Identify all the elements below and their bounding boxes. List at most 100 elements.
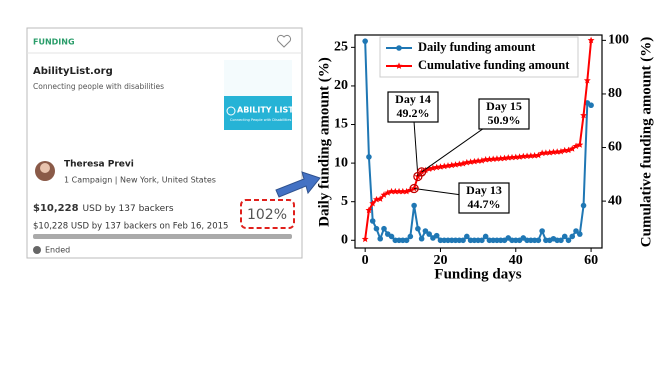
marker (482, 155, 490, 163)
marker (429, 164, 437, 172)
clock-icon (33, 246, 41, 254)
avatar-face (40, 163, 50, 173)
y-tick-label: 10 (334, 155, 348, 170)
logo-band (224, 96, 292, 130)
marker (411, 202, 417, 209)
y2-tick-label: 80 (608, 86, 622, 101)
arrow (275, 171, 321, 198)
marker (437, 163, 444, 170)
marker (366, 154, 372, 160)
marker (508, 153, 516, 161)
marker (479, 237, 485, 244)
marker (369, 218, 376, 224)
marker (512, 153, 520, 161)
marker (534, 151, 542, 159)
annotation-value: 44.7% (468, 197, 501, 211)
amount-suffix: USD by 137 backers (83, 204, 174, 214)
marker (418, 235, 425, 242)
y2-tick-label: 100 (608, 33, 629, 48)
marker (550, 148, 557, 155)
marker (580, 111, 587, 119)
marker (576, 231, 583, 237)
plot-frame (354, 34, 603, 249)
marker (535, 237, 542, 244)
marker (561, 146, 569, 154)
marker (388, 233, 395, 240)
annotation-point (416, 167, 427, 177)
marker (583, 76, 591, 84)
percent: 102% (247, 207, 287, 223)
marker (493, 155, 501, 162)
y2-axis-label: Cumulative funding amount (%) (638, 37, 654, 247)
annotation-box (458, 182, 510, 214)
marker (569, 233, 576, 240)
marker (403, 187, 411, 195)
x-tick-label: 60 (584, 253, 598, 268)
campaign-card: FUNDING AbilityList.org Connecting peopl… (26, 27, 303, 259)
marker (504, 154, 512, 161)
marker (558, 237, 564, 244)
marker (501, 154, 508, 162)
annotation-value: 50.9% (488, 113, 521, 127)
marker (561, 233, 568, 240)
highlight-box (240, 199, 295, 229)
x-tick-label: 20 (433, 253, 447, 268)
marker (523, 152, 531, 160)
heart-icon[interactable] (276, 34, 292, 48)
annotation-value: 49.2% (397, 106, 430, 120)
marker (539, 228, 545, 234)
marker (588, 102, 594, 109)
legend-marker (396, 45, 402, 51)
marker (565, 146, 572, 154)
marker (486, 155, 493, 163)
marker (365, 206, 373, 214)
marker (587, 36, 595, 44)
marker (399, 187, 407, 195)
marker (376, 195, 384, 202)
marker (542, 149, 550, 156)
annotation-box (387, 91, 439, 123)
marker (444, 162, 452, 169)
logo-icon (226, 106, 236, 116)
marker (395, 187, 403, 195)
marker (380, 191, 388, 198)
owner-name[interactable]: Theresa Previ (64, 160, 134, 170)
y-axis-label: Daily funding amount (%) (316, 57, 332, 227)
marker (470, 157, 478, 165)
owner-info: 1 Campaign | New York, United States (64, 176, 216, 185)
marker (433, 163, 441, 171)
legend-box (379, 36, 579, 78)
marker (448, 161, 456, 169)
marker (489, 155, 497, 162)
marker (425, 165, 433, 172)
legend-marker (395, 62, 403, 69)
x-tick-label: 0 (362, 253, 369, 268)
marker (572, 142, 580, 150)
marker (403, 237, 410, 244)
marker (573, 228, 579, 234)
legend-label: Daily funding amount (418, 40, 536, 54)
marker (440, 162, 448, 170)
annotation-label: Day 13 (466, 183, 502, 197)
marker (467, 158, 475, 165)
marker (527, 152, 535, 159)
marker (519, 152, 527, 160)
marker (478, 157, 486, 164)
marker (433, 232, 440, 239)
marker (553, 148, 561, 155)
annotation-label: Day 14 (395, 92, 431, 106)
y2-tick-label: 60 (608, 140, 622, 155)
marker (388, 187, 395, 195)
section-label: FUNDING (33, 38, 75, 47)
y-tick-label: 25 (334, 40, 348, 55)
marker (557, 147, 565, 155)
marker (580, 202, 587, 209)
marker (460, 237, 466, 244)
chart: Funding days Daily funding amount (%) Cu… (316, 33, 654, 283)
marker (391, 187, 399, 195)
marker (568, 145, 576, 152)
campaign-title[interactable]: AbilityList.org (33, 66, 113, 77)
marker (565, 237, 572, 244)
y-tick-label: 20 (334, 78, 348, 93)
